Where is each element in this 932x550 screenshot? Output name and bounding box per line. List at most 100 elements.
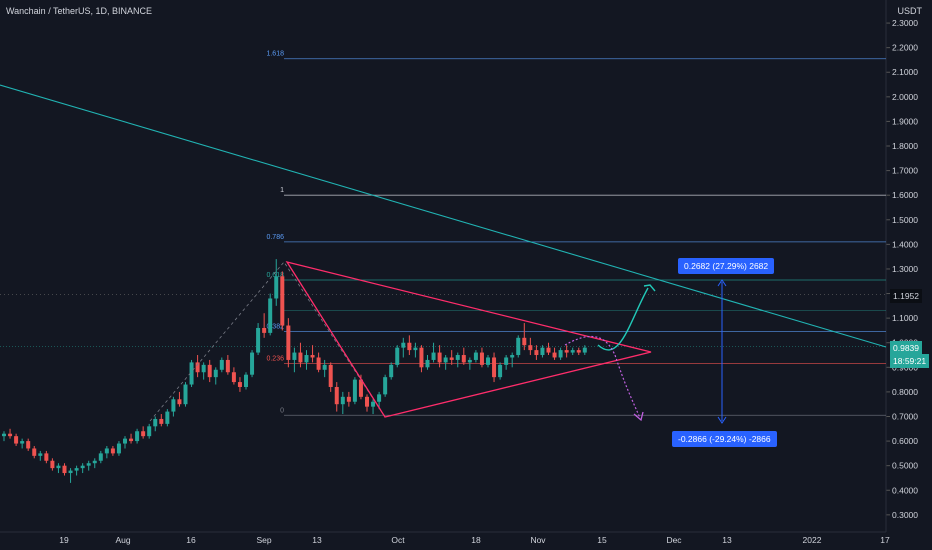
y-tick-label: 1.1000 xyxy=(892,313,918,323)
candle-body xyxy=(322,364,327,370)
fib-level-label: 1.618 xyxy=(266,51,284,58)
candle-body xyxy=(310,355,315,358)
y-tick-label: 0.6000 xyxy=(892,436,918,446)
x-tick-label: 13 xyxy=(722,535,732,545)
x-tick-label: 15 xyxy=(597,535,607,545)
candle-body xyxy=(165,411,170,424)
x-tick-label: Sep xyxy=(256,535,271,545)
candle-body xyxy=(68,470,73,474)
candle-body xyxy=(570,350,575,353)
symbol-title: Wanchain / TetherUS, 1D, BINANCE xyxy=(6,6,153,16)
fib-level-label: 0.382 xyxy=(266,324,284,331)
fib-level-label: 0.786 xyxy=(266,234,284,241)
candle-body xyxy=(80,465,85,469)
candle-body xyxy=(371,401,376,407)
candle-body xyxy=(334,386,339,405)
measure-arrow-up xyxy=(717,279,727,287)
candle-body xyxy=(340,396,345,405)
candle-body xyxy=(274,276,279,299)
marked-price-label: 1.1952 xyxy=(890,289,922,303)
projection-down-arrowhead xyxy=(633,411,644,422)
triangle-pattern xyxy=(285,260,652,418)
projection-down-path xyxy=(564,335,641,419)
candle-body xyxy=(2,433,6,437)
candle-body xyxy=(358,379,363,397)
x-tick-label: 18 xyxy=(471,535,481,545)
y-tick-label: 1.9000 xyxy=(892,116,918,126)
candle-body xyxy=(534,350,539,356)
measure-down-badge: -0.2866 (-29.24%) -2866 xyxy=(672,431,777,447)
y-tick-label: 1.7000 xyxy=(892,166,918,176)
candle-body xyxy=(153,418,158,427)
candle-body xyxy=(38,453,43,456)
candle-body xyxy=(8,433,13,437)
x-tick-label: Dec xyxy=(666,535,682,545)
candle-body xyxy=(32,448,37,456)
candle-body xyxy=(62,465,67,474)
fib-level-label: 0.618 xyxy=(266,272,284,279)
y-tick-label: 0.7000 xyxy=(892,411,918,421)
candle-body xyxy=(383,377,388,395)
candle-body xyxy=(449,357,454,360)
x-tick-label: 17 xyxy=(880,535,890,545)
candle-body xyxy=(292,352,297,360)
candle-body xyxy=(298,352,303,363)
candle-body xyxy=(135,431,140,442)
candle-body xyxy=(20,441,25,444)
candle-body xyxy=(225,359,230,373)
candle-body xyxy=(437,352,442,363)
candle-body xyxy=(110,448,115,454)
x-tick-label: 2022 xyxy=(803,535,822,545)
candle-body xyxy=(92,460,97,464)
candle-body xyxy=(328,364,333,387)
candle-body xyxy=(219,359,224,370)
candle-body xyxy=(304,355,309,363)
candle-body xyxy=(419,347,424,368)
projection-up-arrowhead xyxy=(643,284,656,292)
y-tick-label: 1.6000 xyxy=(892,190,918,200)
candle-body xyxy=(504,357,509,365)
candle-body xyxy=(116,443,121,454)
candle-body xyxy=(262,327,267,333)
candle-body xyxy=(564,350,569,353)
candle-body xyxy=(346,396,351,402)
x-tick-label: Nov xyxy=(530,535,546,545)
x-tick-label: 16 xyxy=(186,535,196,545)
candle-body xyxy=(389,364,394,378)
y-tick-label: 0.4000 xyxy=(892,485,918,495)
candle-body xyxy=(395,347,400,365)
candle-body xyxy=(377,394,382,402)
x-tick-label: Aug xyxy=(115,535,130,545)
candle-body xyxy=(522,337,527,346)
candle-body xyxy=(498,364,503,378)
candle-body xyxy=(74,468,79,471)
candle-body xyxy=(280,276,285,326)
y-tick-label: 1.3000 xyxy=(892,264,918,274)
candle-body xyxy=(365,396,369,407)
candle-body xyxy=(431,352,436,360)
trend-line xyxy=(0,84,887,348)
candle-body xyxy=(510,355,515,358)
candle-body xyxy=(189,362,194,385)
currency-label: USDT xyxy=(897,6,923,16)
candle-body xyxy=(528,345,533,351)
y-tick-label: 0.8000 xyxy=(892,387,918,397)
candle-body xyxy=(129,438,134,442)
x-tick-label: Oct xyxy=(391,535,405,545)
candle-body xyxy=(159,418,164,424)
candle-body xyxy=(207,364,212,378)
y-tick-label: 2.1000 xyxy=(892,67,918,77)
candle-body xyxy=(244,374,248,387)
y-tick-label: 1.8000 xyxy=(892,141,918,151)
candle-body xyxy=(14,436,19,444)
candle-body xyxy=(558,350,563,358)
y-tick-label: 2.2000 xyxy=(892,43,918,53)
zigzag-line xyxy=(149,261,386,422)
candle-body xyxy=(237,382,242,387)
candle-body xyxy=(443,357,448,363)
candle-body xyxy=(540,347,545,356)
candle-body xyxy=(473,352,478,360)
